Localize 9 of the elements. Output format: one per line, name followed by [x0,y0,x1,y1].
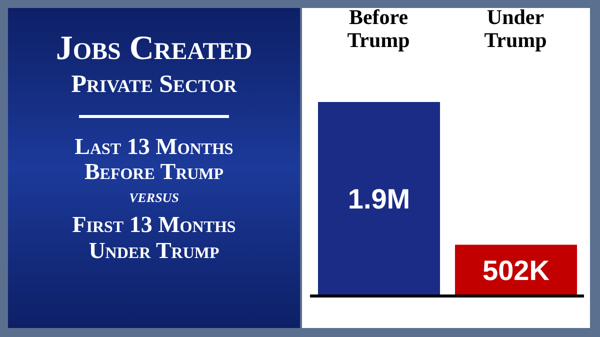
data-label: 502K [482,254,550,286]
text: Last 13 Months Before Trump [74,134,234,184]
x-tick-label: Under Trump [484,5,547,52]
text: First 13 Months Under Trump [71,212,237,264]
chart-title: Jobs Created [54,30,254,68]
data-label: 1.9M [348,184,410,214]
text: VERSUS [128,190,180,206]
x-tick-label: Before Trump [347,5,410,52]
chart-subtitle: Private Sector [70,71,238,99]
